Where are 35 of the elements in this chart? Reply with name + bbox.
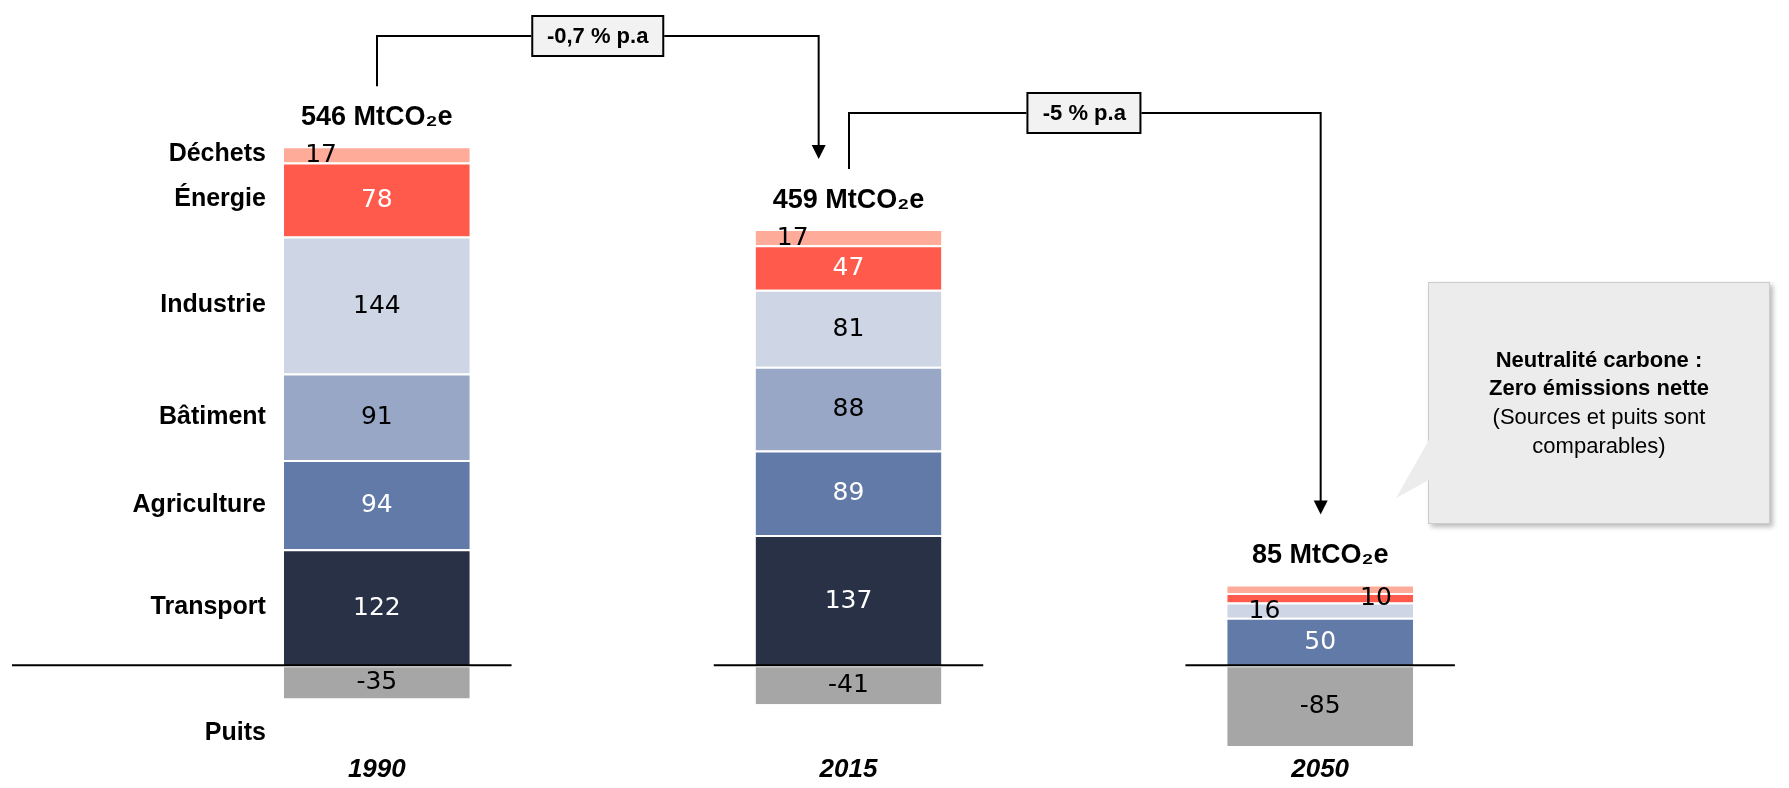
series-label: Énergie: [174, 183, 267, 212]
data-label: 91: [360, 401, 393, 431]
data-label: 88: [832, 393, 865, 423]
annotation: 546 MtCO₂e: [301, 101, 453, 133]
x-tick-label: 1990: [347, 752, 407, 783]
annotation: -5 % p.a: [1026, 92, 1142, 134]
series-label: Industrie: [160, 288, 266, 317]
data-label: 47: [832, 252, 865, 281]
data-label: 78: [360, 184, 393, 214]
annotation: Neutralité carbone : Zero émissions nette: [1488, 345, 1710, 403]
data-label: 50: [1304, 626, 1337, 655]
data-label: 94: [360, 489, 393, 519]
text: -0,7 % p.a: [530, 15, 665, 57]
series-label: Agriculture: [132, 488, 266, 517]
series-label: Transport: [150, 591, 267, 620]
annotation: (Sources et puits sont comparables): [1492, 403, 1706, 460]
x-tick-label: 2050: [1290, 752, 1350, 783]
data-label: 89: [832, 477, 865, 507]
data-label: -85: [1299, 690, 1341, 720]
data-label: 16: [1248, 594, 1281, 624]
callout-box: Neutralité carbone : Zero émissions nette (Sources et puits sont comparables): [1428, 282, 1770, 524]
data-label: 17: [305, 138, 337, 168]
annotation: 85 MtCO₂e: [1251, 539, 1389, 571]
data-label: 144: [352, 289, 401, 319]
series-label: Puits: [204, 717, 266, 746]
data-label: 81: [832, 312, 865, 342]
data-label: -35: [356, 666, 398, 696]
data-label: 17: [776, 221, 809, 251]
data-label: 137: [824, 584, 873, 614]
data-label: -41: [828, 669, 869, 699]
data-label: 122: [352, 591, 401, 621]
annotation: 459 MtCO₂e: [772, 184, 925, 215]
series-label: Bâtiment: [158, 400, 267, 429]
x-tick-label: 2015: [818, 752, 878, 783]
series-label: Déchets: [168, 138, 266, 167]
